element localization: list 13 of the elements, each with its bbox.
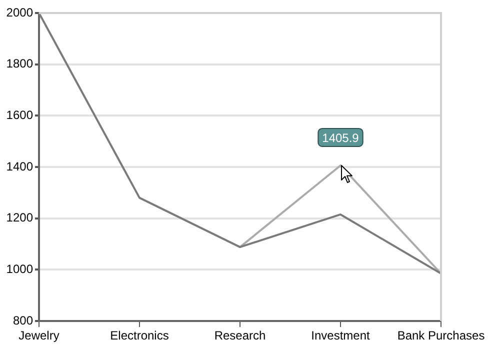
y-tick-label: 1000 [6,262,34,276]
y-tick-label: 1200 [6,210,34,225]
x-tick-label: Electronics [110,328,169,343]
x-tick-label: Jewelry [18,328,60,343]
y-tick-label: 800 [12,313,34,328]
y-tick-label: 1400 [6,159,34,174]
y-tick-label: 1600 [6,108,34,122]
annotation: 1405.9 [322,130,360,145]
x-tick-label: Research [214,328,266,343]
x-tick-label: Bank Purchases [397,328,485,343]
y-tick-label: 1800 [6,56,34,71]
y-tick-label: 2000 [6,5,34,20]
x-tick-label: Investment [311,328,371,343]
